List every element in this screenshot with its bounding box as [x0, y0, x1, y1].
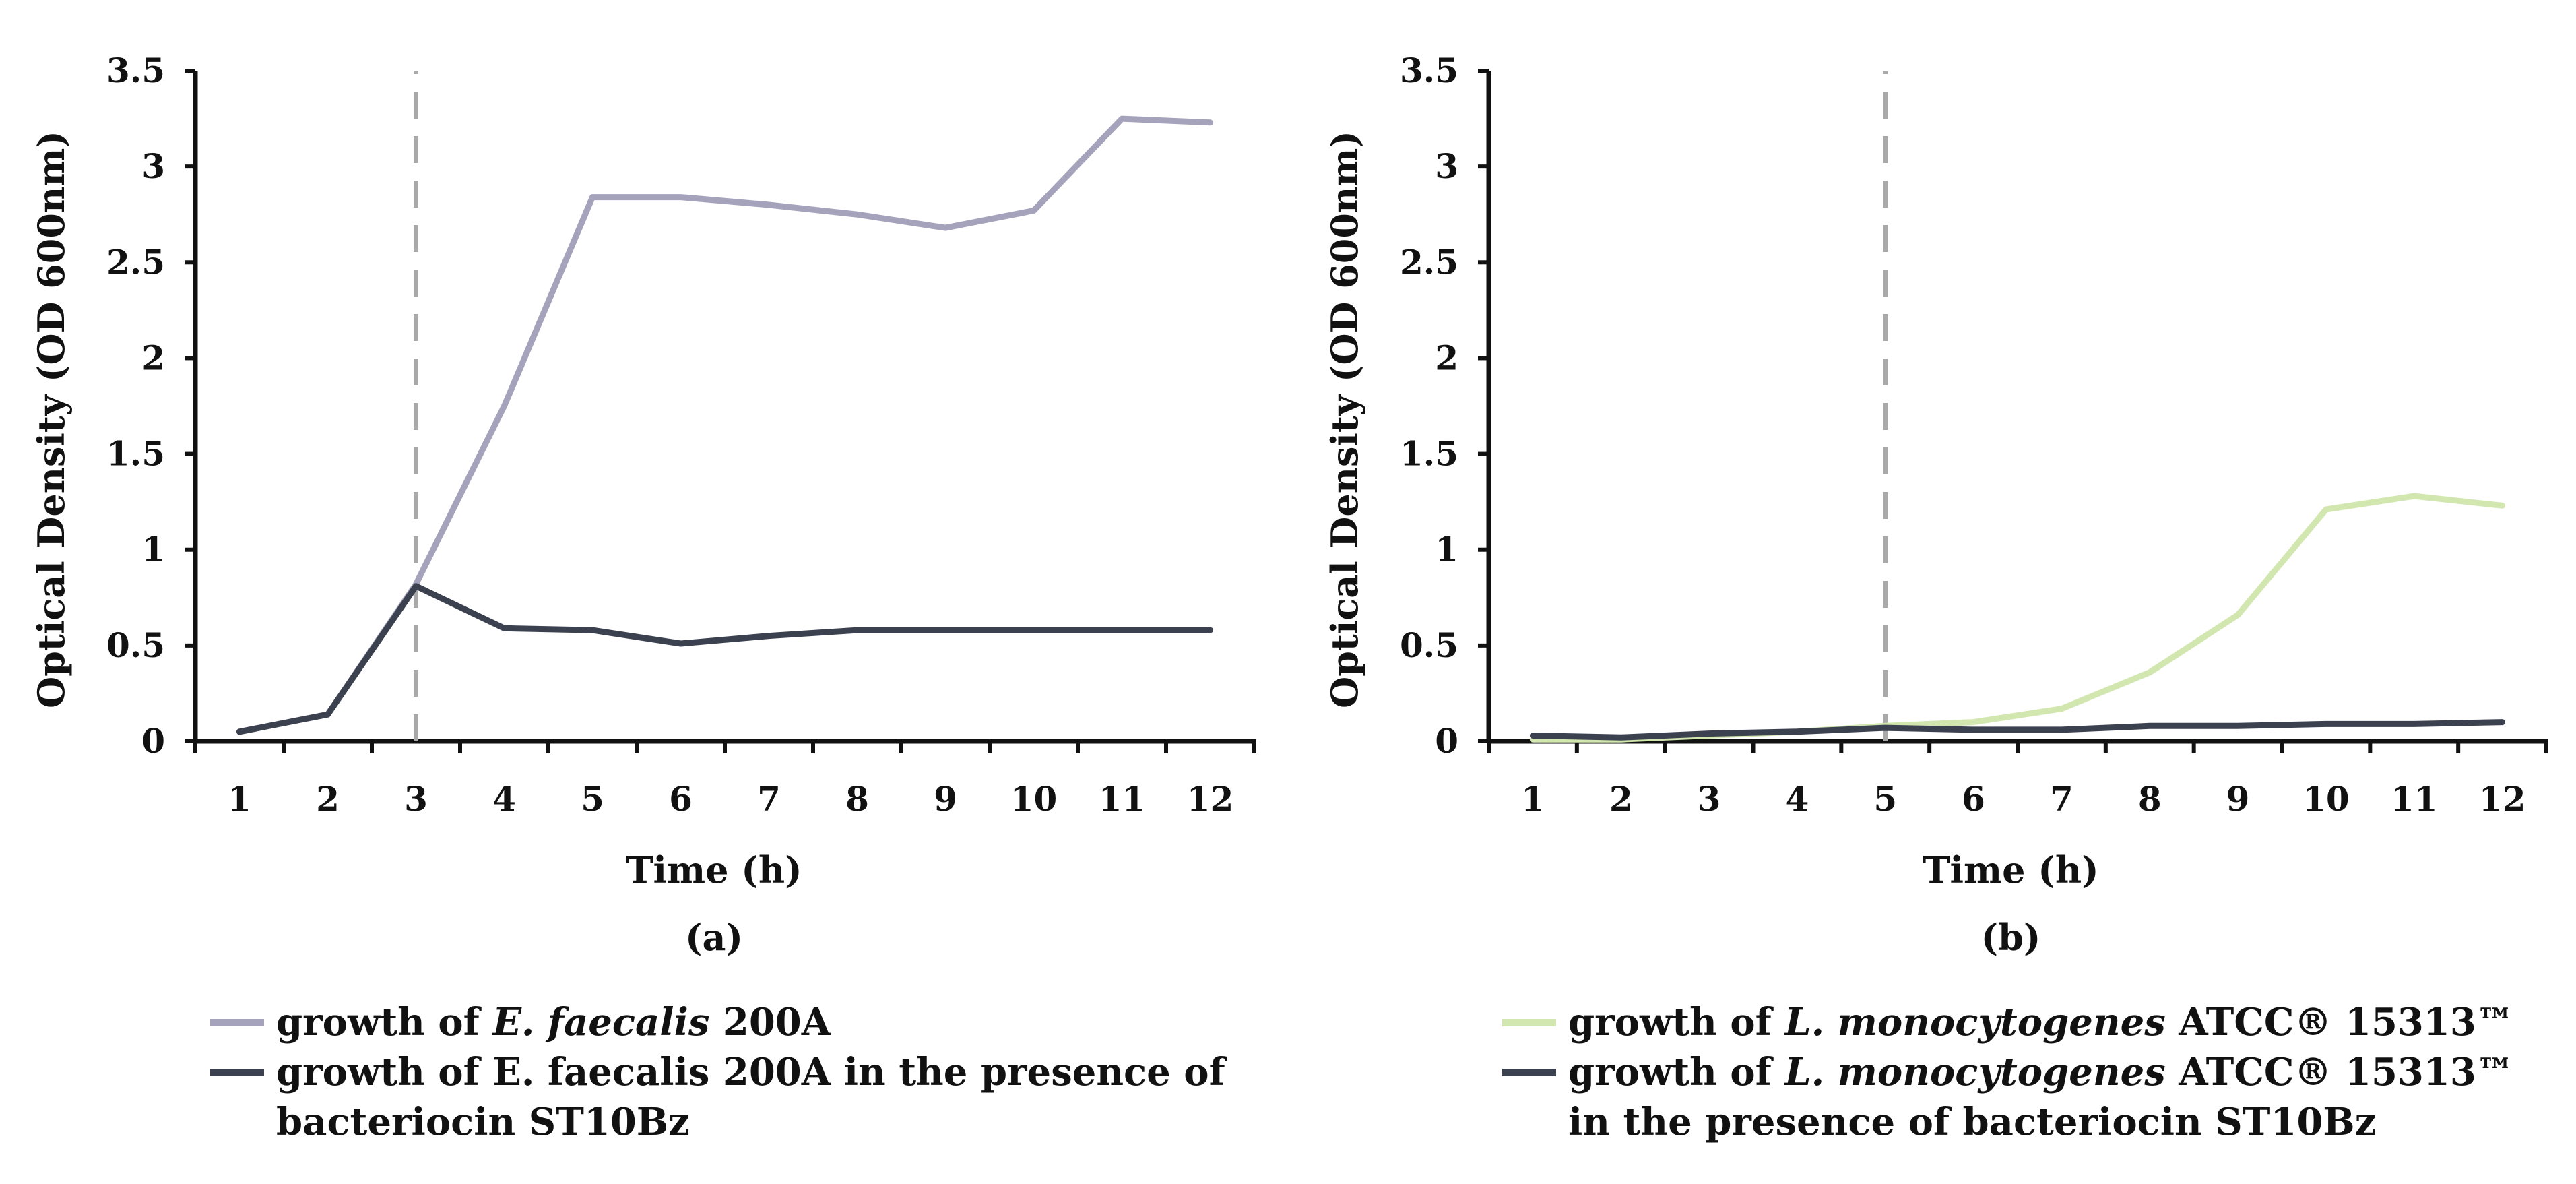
x-tick-label-a: 9 — [934, 779, 957, 819]
series-line-a-2 — [236, 583, 1213, 735]
x-tick-label-b: 10 — [2303, 779, 2350, 819]
legend-a-item-2-line1: growth of E. faecalis 200A in the presen… — [276, 1050, 1225, 1094]
series-line-b-2 — [1529, 719, 2506, 741]
x-tick-label-b: 11 — [2391, 779, 2438, 819]
y-tick-label-a: 1.5 — [106, 434, 165, 474]
x-tick-label-a: 2 — [316, 779, 340, 819]
y-tick-label-b: 3 — [1435, 146, 1458, 186]
y-tick-label-b: 3.5 — [1400, 51, 1458, 90]
y-tick-label-a: 0.5 — [106, 625, 165, 665]
legend-b-item-2: growth of L. monocytogenes ATCC® 15313™ i… — [1502, 1047, 2514, 1147]
legend-b-item-2-line2: in the presence of bacteriocin ST10Bz — [1568, 1100, 2377, 1144]
x-tick-label-b: 5 — [1873, 779, 1897, 819]
y-axis-title-a: Optical Density (OD 600nm) — [30, 131, 73, 708]
x-tick-label-a: 4 — [492, 779, 516, 819]
x-tick-label-b: 8 — [2138, 779, 2162, 819]
panel-label-b: (b) — [1981, 916, 2041, 959]
y-axis-title-b: Optical Density (OD 600nm) — [1323, 131, 1366, 708]
y-tick-label-b: 1.5 — [1400, 434, 1458, 474]
x-axis-title-b: Time (h) — [1923, 848, 2098, 892]
legend-a-item-1: growth of E. faecalis 200A — [210, 997, 1225, 1047]
y-tick-label-a: 0 — [141, 721, 165, 761]
y-tick-label-b: 1 — [1435, 530, 1458, 569]
x-tick-label-a: 1 — [228, 779, 251, 819]
y-tick-label-a: 3 — [141, 146, 165, 186]
y-tick-label-b: 0.5 — [1400, 625, 1458, 665]
x-axis-title-a: Time (h) — [626, 848, 802, 892]
legend-a-item-2-line2: bacteriocin ST10Bz — [276, 1100, 690, 1144]
y-tick-label-a: 2 — [141, 338, 165, 377]
x-tick-label-a: 6 — [669, 779, 693, 819]
legend-b-item-1-prefix: growth of — [1568, 1000, 1785, 1045]
x-tick-label-b: 6 — [1962, 779, 1985, 819]
legend-a-item-1-italic: E. faecalis — [492, 1000, 710, 1045]
legend-b-item-1-suffix: ATCC® 15313™ — [2165, 1000, 2514, 1045]
legend-b-item-2-italic: L. monocytogenes — [1784, 1050, 2166, 1094]
y-tick-label-a: 3.5 — [106, 51, 165, 90]
x-tick-label-b: 3 — [1698, 779, 1721, 819]
x-tick-label-a: 5 — [581, 779, 604, 819]
x-tick-label-a: 7 — [757, 779, 781, 819]
x-tick-label-b: 7 — [2050, 779, 2073, 819]
series-line-b-1 — [1529, 493, 2506, 743]
x-tick-label-b: 12 — [2479, 779, 2526, 819]
legend-b-item-1: growth of L. monocytogenes ATCC® 15313™ — [1502, 997, 2514, 1047]
y-tick-label-a: 2.5 — [106, 242, 165, 282]
y-tick-label-a: 1 — [141, 530, 165, 569]
legend-a: growth of E. faecalis 200A growth of E. … — [210, 997, 1225, 1147]
legend-a-swatch-1 — [210, 1019, 264, 1026]
legend-a-item-1-suffix: 200A — [709, 1000, 831, 1045]
legend-a-item-2: growth of E. faecalis 200A in the presen… — [210, 1047, 1225, 1147]
x-tick-label-a: 12 — [1187, 779, 1234, 819]
y-tick-label-b: 2.5 — [1400, 242, 1458, 282]
legend-b-item-1-italic: L. monocytogenes — [1784, 1000, 2166, 1045]
x-tick-label-b: 4 — [1786, 779, 1809, 819]
legend-b-item-2-suffix: ATCC® 15313™ — [2165, 1050, 2514, 1094]
legend-b-swatch-1 — [1502, 1019, 1556, 1026]
x-tick-label-a: 10 — [1010, 779, 1058, 819]
x-tick-label-a: 11 — [1099, 779, 1146, 819]
legend-b: growth of L. monocytogenes ATCC® 15313™ … — [1502, 997, 2514, 1147]
x-tick-label-a: 8 — [845, 779, 869, 819]
x-tick-label-b: 2 — [1609, 779, 1633, 819]
legend-b-swatch-2 — [1502, 1069, 1556, 1076]
x-tick-label-b: 9 — [2226, 779, 2250, 819]
legend-a-swatch-2 — [210, 1069, 264, 1076]
legend-b-item-2-prefix: growth of — [1568, 1050, 1785, 1094]
x-tick-label-b: 1 — [1521, 779, 1545, 819]
y-tick-label-b: 0 — [1435, 721, 1458, 761]
panel-label-a: (a) — [685, 916, 743, 959]
legend-a-item-1-prefix: growth of — [276, 1000, 493, 1045]
x-tick-label-a: 3 — [404, 779, 428, 819]
y-tick-label-b: 2 — [1435, 338, 1458, 377]
